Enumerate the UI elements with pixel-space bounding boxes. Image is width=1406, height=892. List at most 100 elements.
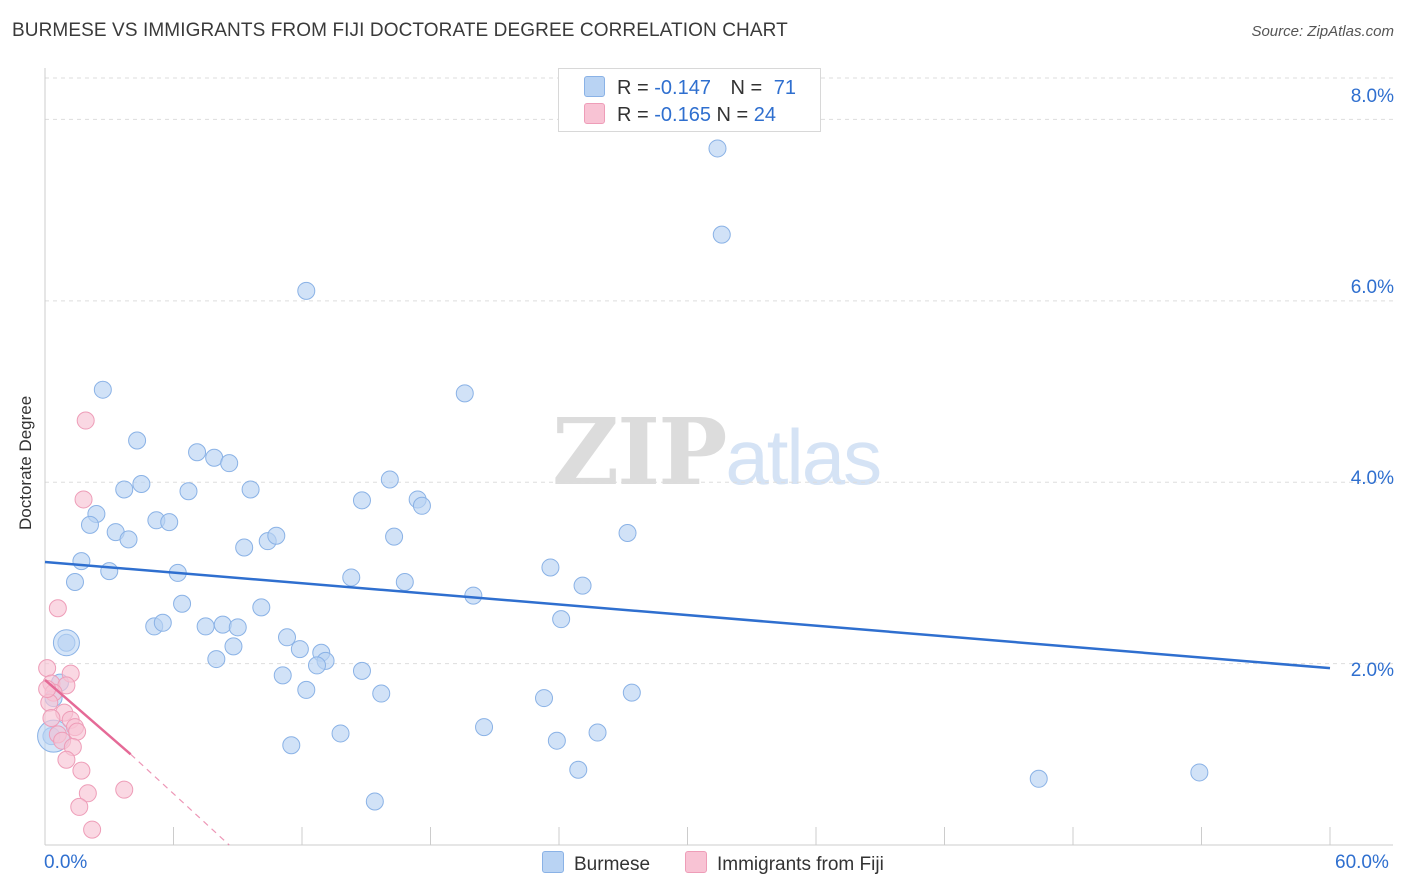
burmese-point-31 xyxy=(207,650,226,669)
y-tick-label-8: 8.0% xyxy=(1350,86,1394,107)
burmese-point-5 xyxy=(115,480,134,499)
burmese-point-45 xyxy=(380,470,399,489)
burmese-point-21 xyxy=(65,572,84,591)
bottom-legend-swatch-fiji xyxy=(685,851,707,873)
fiji-point-22 xyxy=(83,820,102,839)
burmese-point-10 xyxy=(80,515,99,534)
burmese-point-19 xyxy=(100,562,119,581)
burmese-point-39 xyxy=(297,680,316,699)
burmese-point-63 xyxy=(588,723,607,742)
burmese-point-55 xyxy=(297,281,316,300)
legend-row-fiji: R = -0.165 N = 24 xyxy=(584,103,776,127)
watermark-zip: ZIP xyxy=(552,398,727,506)
fiji-point-10 xyxy=(42,709,61,728)
fiji-trend-line xyxy=(44,678,132,756)
burmese-point-27 xyxy=(213,615,232,634)
fiji-point-18 xyxy=(72,761,91,780)
legend-r-value: -0.147 xyxy=(654,77,711,99)
legend-r-value: -0.165 xyxy=(654,104,711,126)
burmese-point-35 xyxy=(224,637,243,656)
burmese-point-56 xyxy=(282,736,301,755)
burmese-point-41 xyxy=(342,568,361,587)
burmese-point-38 xyxy=(352,661,371,680)
fiji-point-3 xyxy=(38,659,57,678)
fiji-point-21 xyxy=(70,797,89,816)
burmese-point-3 xyxy=(205,448,224,467)
legend-n-label: N = xyxy=(716,104,754,126)
legend-r-label: R = xyxy=(617,77,655,99)
fiji-point-13 xyxy=(68,722,87,741)
fiji-point-2 xyxy=(48,599,67,618)
burmese-point-59 xyxy=(475,718,494,737)
x-tick-label-max: 60.0% xyxy=(1335,852,1389,873)
burmese-point-2 xyxy=(188,443,207,462)
burmese-point-17 xyxy=(267,526,286,545)
burmese-point-23 xyxy=(252,598,271,617)
burmese-point-22 xyxy=(173,594,192,613)
burmese-point-67 xyxy=(708,139,727,158)
bottom-legend-label-burmese: Burmese xyxy=(574,854,651,875)
burmese-point-65 xyxy=(1029,769,1048,788)
x-tick-label-min: 0.0% xyxy=(44,852,88,873)
legend-r-label: R = xyxy=(617,104,655,126)
fiji-point-0 xyxy=(76,411,95,430)
burmese-trend-line xyxy=(44,560,1331,670)
burmese-point-66 xyxy=(1190,763,1209,782)
burmese-point-26 xyxy=(196,617,215,636)
legend-swatch-burmese xyxy=(584,76,605,97)
bottom-legend-swatch-burmese xyxy=(542,851,564,873)
burmese-point-49 xyxy=(464,586,483,605)
burmese-point-37 xyxy=(307,656,326,675)
legend-swatch-fiji xyxy=(584,103,605,124)
burmese-point-28 xyxy=(228,618,247,637)
burmese-point-53 xyxy=(618,524,637,542)
fiji-point-20 xyxy=(78,784,97,803)
legend-row-burmese: R = -0.147 N = 71 xyxy=(584,76,796,100)
burmese-point-25 xyxy=(153,613,172,632)
burmese-point-29 xyxy=(278,628,297,647)
burmese-point-52 xyxy=(552,610,571,629)
fiji-point-17 xyxy=(57,750,76,769)
burmese-point-14 xyxy=(119,530,138,549)
watermark-atlas: atlas xyxy=(725,413,882,501)
burmese-point-18 xyxy=(72,552,91,571)
burmese-point-medium xyxy=(52,629,80,657)
burmese-point-1 xyxy=(128,431,147,450)
burmese-point-61 xyxy=(547,731,566,750)
burmese-point-36 xyxy=(273,666,292,685)
burmese-point-13 xyxy=(160,513,179,532)
burmese-point-15 xyxy=(235,538,254,557)
burmese-point-33 xyxy=(290,640,309,659)
chart-title: BURMESE VS IMMIGRANTS FROM FIJI DOCTORAT… xyxy=(12,20,788,41)
correlation-legend: R = -0.147 N = 71 R = -0.165 N = 24 xyxy=(558,68,821,132)
burmese-point-62 xyxy=(569,760,588,779)
burmese-point-42 xyxy=(395,572,414,591)
y-tick-label-6: 6.0% xyxy=(1350,277,1394,298)
y-axis-title: Doctorate Degree xyxy=(16,395,35,530)
fiji-point-1 xyxy=(74,490,93,509)
burmese-point-43 xyxy=(352,491,371,510)
legend-n-value: 71 xyxy=(773,77,797,99)
legend-n-value: 24 xyxy=(753,104,777,126)
burmese-point-8 xyxy=(241,480,260,499)
legend-n-label: N = xyxy=(730,77,768,99)
burmese-point-7 xyxy=(179,482,198,501)
burmese-point-51 xyxy=(573,576,592,595)
bottom-legend-fiji: Immigrants from Fiji xyxy=(685,851,884,876)
burmese-point-54 xyxy=(712,225,731,244)
watermark: ZIPatlas xyxy=(552,398,882,506)
y-tick-label-2: 2.0% xyxy=(1350,660,1394,681)
bottom-legend-burmese: Burmese xyxy=(542,851,650,876)
y-tick-label-4: 4.0% xyxy=(1350,468,1394,489)
burmese-point-4 xyxy=(220,454,239,473)
burmese-point-47 xyxy=(412,496,431,515)
burmese-point-60 xyxy=(535,689,554,708)
burmese-point-50 xyxy=(541,558,560,577)
burmese-point-6 xyxy=(132,475,151,494)
burmese-point-57 xyxy=(331,724,350,743)
fiji-point-19 xyxy=(115,780,134,799)
burmese-point-58 xyxy=(365,792,384,811)
burmese-point-0 xyxy=(93,380,112,399)
fiji-trend-line-extension xyxy=(130,753,230,846)
